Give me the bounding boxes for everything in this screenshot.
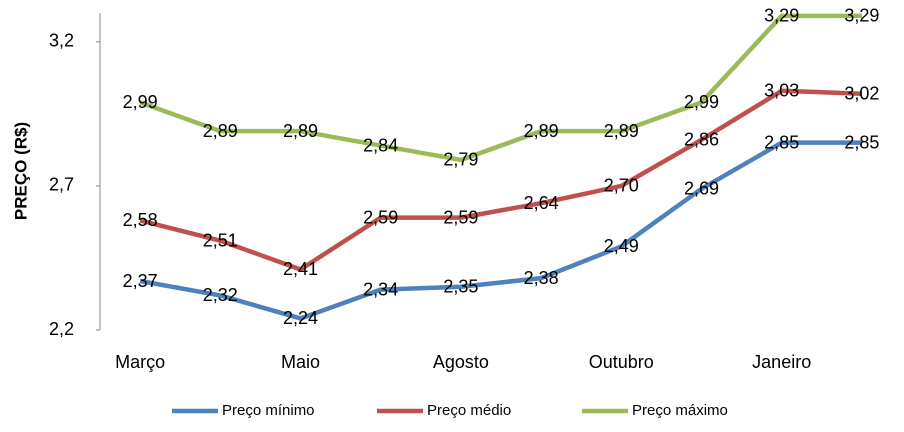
data-label: 2,69 xyxy=(684,179,719,199)
series-line xyxy=(139,88,862,272)
data-label: 2,70 xyxy=(604,176,639,196)
data-label: 2,38 xyxy=(524,268,559,288)
data-label: 2,89 xyxy=(283,121,318,141)
data-label: 2,41 xyxy=(283,259,318,279)
y-tick-label: 2,7 xyxy=(49,175,74,195)
data-label: 3,29 xyxy=(844,6,879,26)
x-tick-label: Março xyxy=(115,352,165,372)
x-tick-label: Outubro xyxy=(589,352,654,372)
data-label: 3,03 xyxy=(764,81,799,101)
data-label: 2,89 xyxy=(203,121,238,141)
data-label: 2,37 xyxy=(123,271,158,291)
data-label: 2,86 xyxy=(684,130,719,150)
data-label: 2,58 xyxy=(123,210,158,230)
data-label: 2,32 xyxy=(203,285,238,305)
legend-label: Preço médio xyxy=(427,402,511,419)
data-label: 2,59 xyxy=(363,207,398,227)
series-line xyxy=(139,140,862,321)
data-label: 2,99 xyxy=(684,92,719,112)
y-tick-label: 2,2 xyxy=(49,319,74,339)
x-tick-label: Maio xyxy=(281,352,320,372)
data-label: 2,85 xyxy=(764,132,799,152)
data-label: 2,24 xyxy=(283,308,318,328)
data-label: 2,64 xyxy=(524,193,559,213)
legend-label: Preço mínimo xyxy=(222,402,315,419)
x-tick-label: Janeiro xyxy=(752,352,811,372)
series-line xyxy=(139,13,862,163)
y-axis-label: PREÇO (R$) xyxy=(11,122,30,220)
data-label: 3,02 xyxy=(844,83,879,103)
data-label: 2,51 xyxy=(203,230,238,250)
data-label: 2,59 xyxy=(443,207,478,227)
data-label: 2,79 xyxy=(443,150,478,170)
data-label: 2,89 xyxy=(524,121,559,141)
data-label: 2,99 xyxy=(123,92,158,112)
data-label: 2,34 xyxy=(363,279,398,299)
data-label: 2,84 xyxy=(363,135,398,155)
x-tick-label: Agosto xyxy=(433,352,489,372)
legend-label: Preço máximo xyxy=(632,402,728,419)
data-label: 2,89 xyxy=(604,121,639,141)
data-label: 2,49 xyxy=(604,236,639,256)
y-tick-label: 3,2 xyxy=(49,31,74,51)
data-label: 2,85 xyxy=(844,132,879,152)
data-label: 3,29 xyxy=(764,6,799,26)
data-label: 2,35 xyxy=(443,277,478,297)
